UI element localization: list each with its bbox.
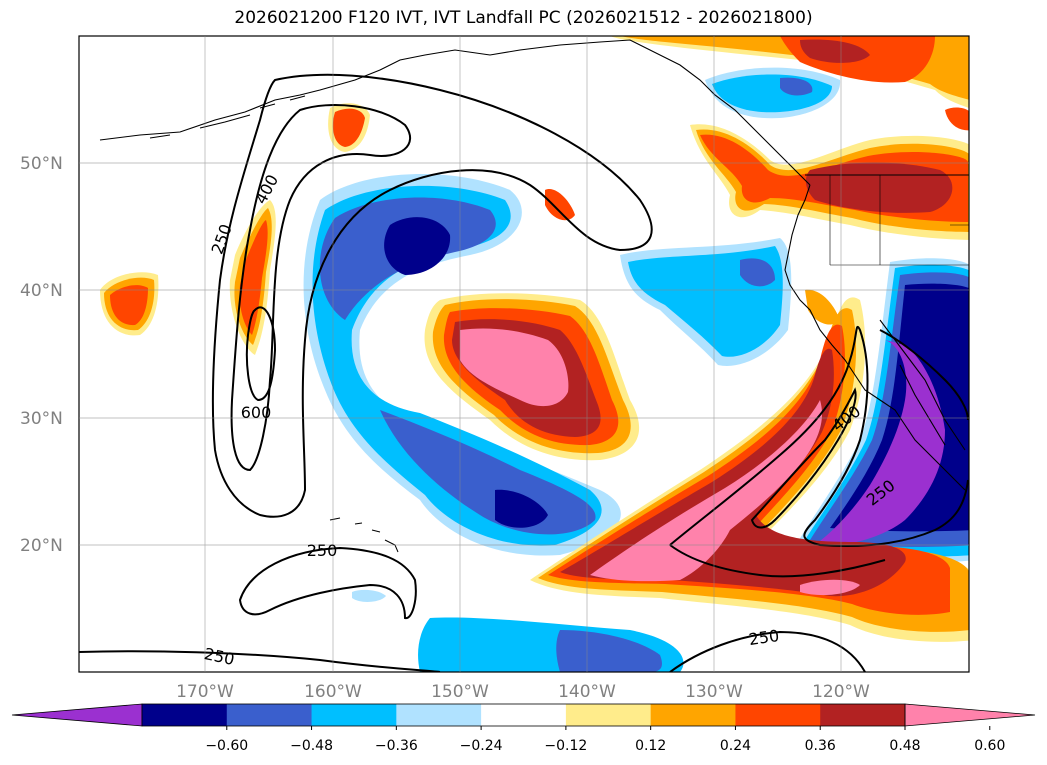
colorbar-tick-label: −0.60 [205,738,248,754]
pos-small-b [805,289,840,325]
lon-label-160w: 160°W [304,682,362,702]
colorbar-tick-label: 0.36 [805,738,836,754]
pos-extreme-ar [590,400,823,582]
map-title: 2026021200 F120 IVT, IVT Landfall PC (20… [234,8,813,28]
colorbar-segment [481,704,567,726]
contour-label-250-hawaii: 250 [307,541,338,560]
contour-600 [245,306,277,402]
colorbar-tick-label: 0.60 [974,738,1005,754]
neg-faint-hawaii [352,589,386,602]
colorbar-segment [226,704,313,726]
neg-mid-south [380,410,596,535]
contour-bottom-loop [669,630,866,672]
coastlines [99,39,969,553]
colorbar-segments [11,703,1036,727]
colorbar-tick-label: 0.48 [889,738,920,754]
colorbar-segment [565,704,652,726]
pos-strong-top [800,39,870,63]
colorbar-segment [396,704,482,726]
lat-label-30n: 30°N [20,409,63,429]
contour-250-outer [211,73,653,518]
lat-label-40n: 40°N [20,281,63,301]
pos-mid-far-west [110,285,148,326]
west-coast-us [784,184,966,491]
lon-label-150w: 150°W [431,682,489,702]
neg-strong-central [384,217,451,275]
colorbar-segment [142,704,228,726]
colorbar-tick-label: −0.24 [460,738,503,754]
neg-strong-south [495,489,548,528]
colorbar-frame [141,703,906,727]
ivt-contours [79,73,969,672]
colorbar-ticks: −0.60 −0.48 −0.36 −0.24 −0.12 0.12 0.24 0.36 0.4… [205,726,1005,754]
pos-mid-aleut [332,108,365,147]
pos-small-a [545,189,575,221]
colorbar-segment [735,704,821,726]
colorbar-tick-label: 0.12 [635,738,666,754]
lat-label-50n: 50°N [20,154,63,174]
contour-label-250-bottom: 250 [747,626,780,649]
lon-label-140w: 140°W [558,682,616,702]
neg-extreme-sw [815,340,945,546]
colorbar-extend-low [11,703,143,727]
contour-400 [230,104,412,472]
us-state-border-1 [829,175,969,266]
filled-contours [100,36,969,672]
contour-coast-250 [879,329,969,421]
colorbar-extend-high [904,703,1036,727]
neg-mid-bc [780,77,813,96]
contour-ar-250 [669,325,969,548]
lat-label-20n: 20°N [20,536,63,556]
pos-extreme-ar-east [800,579,860,596]
contour-250-south-hawaii [79,650,441,672]
aleutians [149,95,306,139]
colorbar-segment [650,704,736,726]
colorbar-tick-label: −0.48 [290,738,333,754]
colorbar-segment [311,704,397,726]
colorbar-tick-label: 0.24 [720,738,751,754]
gridlines [79,36,969,672]
lon-label-120w: 120°W [812,682,870,702]
pos-extreme-central [460,328,569,407]
lon-label-130w: 130°W [685,682,743,702]
neg-mid-bottom [556,630,662,672]
lon-label-170w: 170°W [176,682,234,702]
colorbar-segment [820,704,906,726]
contour-ar-south [669,544,886,578]
plot-frame [78,35,970,673]
pos-mid-tr [945,107,969,131]
colorbar-tick-label: −0.12 [544,738,587,754]
contour-ar-400 [750,387,857,529]
colorbar-tick-label: −0.36 [375,738,418,754]
contour-250-hawaii-loop [238,546,417,620]
alaska-coast [99,39,811,186]
hawaii [329,517,399,553]
pos-mid-west [239,220,268,335]
baja [879,319,966,451]
neg-mid-coast [740,258,775,287]
contour-label-600: 600 [241,403,272,422]
